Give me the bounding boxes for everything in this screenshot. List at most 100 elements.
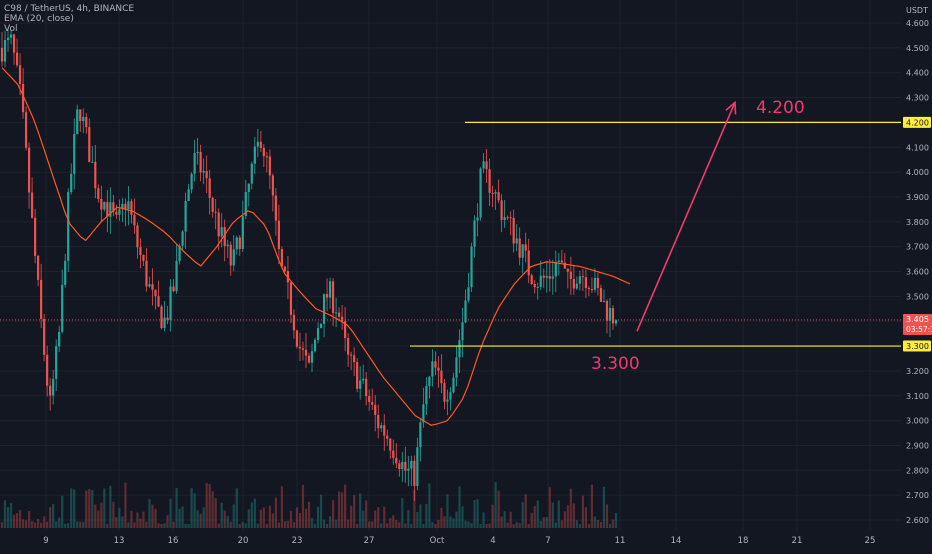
volume-bar [6, 507, 10, 528]
price-tick-label: 2.700 [906, 491, 929, 500]
volume-bar [337, 491, 341, 528]
candle-body [344, 321, 347, 339]
volume-bar [79, 521, 82, 528]
candle-body [337, 312, 341, 317]
volume-bar [238, 523, 241, 528]
candle-body [235, 237, 238, 250]
symbol-title[interactable]: C98 / TetherUS, 4h, BINANCE [4, 4, 135, 14]
price-axis[interactable]: 4.600 4.500 4.400 4.300 4.200 4.100 4.000 3.900… [906, 19, 929, 525]
volume-bar [139, 518, 142, 528]
candle-body [467, 287, 470, 301]
projection-arrow[interactable] [636, 100, 737, 332]
candle-body [15, 52, 19, 66]
candle-body [172, 286, 175, 292]
volume-bar [587, 523, 591, 528]
volume-bar [521, 502, 524, 528]
volume-bar [196, 510, 199, 528]
volume-bar [319, 494, 323, 528]
volume-bar [482, 512, 485, 528]
volume-bar [64, 523, 67, 528]
candle-body [145, 260, 148, 287]
volume-bar [283, 521, 287, 528]
volume-bar [223, 510, 226, 528]
volume-bar [148, 498, 151, 528]
volume-bar [428, 483, 431, 528]
volume-bar [548, 487, 551, 528]
volume-bar [262, 507, 265, 528]
candle-body [67, 192, 70, 261]
volume-bar [491, 504, 494, 528]
candle-body [103, 201, 106, 210]
candle-body [136, 225, 139, 248]
volume-indicator-label[interactable]: Vol [4, 24, 18, 34]
candle-body [608, 308, 612, 321]
volume-bar [58, 517, 61, 528]
volume-bar [91, 489, 94, 528]
volume-bar [404, 523, 407, 528]
volume-bar [202, 507, 205, 528]
volume-bar [214, 497, 217, 528]
volume-bar [55, 521, 58, 528]
candle-body [458, 340, 461, 358]
volume-bar [34, 522, 37, 528]
volume-bar [446, 494, 449, 528]
price-tick-label: 3.000 [906, 417, 929, 426]
volume-bar [551, 502, 554, 528]
time-tick-label: 14 [671, 536, 682, 546]
candle-body [163, 317, 166, 329]
candle-body [247, 183, 250, 193]
time-axis-background [0, 530, 932, 550]
volume-bar [416, 511, 419, 528]
volume-bar [554, 522, 557, 528]
time-tick-label: Oct [430, 536, 445, 546]
candle-body [548, 276, 551, 279]
candle-body [500, 200, 503, 221]
volume-bar [383, 506, 386, 528]
volume-bar [602, 486, 606, 528]
candle-body [12, 34, 16, 53]
price-axis-background [901, 0, 932, 550]
resistance-price-tag [903, 116, 931, 128]
volume-bar [590, 484, 594, 528]
candle-body [76, 109, 79, 135]
candle-body [64, 260, 67, 285]
volume-bar [30, 520, 34, 528]
ema-indicator-label[interactable]: EMA (20, close) [4, 14, 74, 24]
volume-bar [235, 488, 238, 528]
volume-bar [322, 519, 326, 528]
candle-body [262, 147, 265, 157]
price-tick-label: 4.400 [906, 69, 929, 78]
candle-body [392, 450, 395, 458]
volume-bar [347, 519, 350, 528]
candle-body [250, 163, 253, 184]
candle-body [479, 168, 482, 218]
candle-body [325, 294, 329, 298]
volume-bar [154, 508, 157, 528]
volume-bar [292, 521, 296, 528]
candle-body [40, 279, 43, 319]
candle-body [605, 300, 609, 321]
volume-bar [259, 509, 262, 528]
candle-body [232, 249, 235, 266]
volume-bar [368, 521, 371, 528]
candle-body [473, 220, 476, 247]
candle-body [599, 287, 603, 302]
support-price-tag [903, 340, 931, 352]
volume-bar [184, 523, 187, 528]
candle-body [43, 318, 46, 355]
candle-body [211, 197, 214, 212]
volume-bar [253, 498, 256, 528]
volume-bar [395, 520, 398, 528]
candle-body [572, 278, 575, 289]
time-axis[interactable]: 9 13 16 20 23 27 Oct 4 7 11 14 18 21 25 [43, 536, 875, 546]
candle-body [118, 209, 121, 215]
candle-body [115, 211, 118, 215]
volume-bar [175, 488, 178, 528]
volume-bar [461, 506, 464, 528]
volume-bar [265, 523, 268, 528]
candle-body [425, 386, 428, 405]
candle-body [298, 346, 302, 349]
